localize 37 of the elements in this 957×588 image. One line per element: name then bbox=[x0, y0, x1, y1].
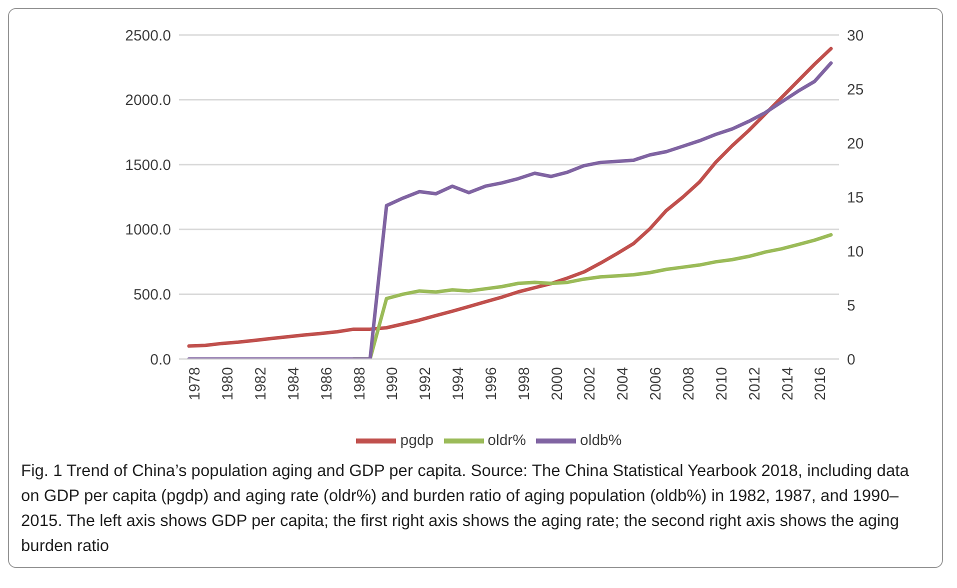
x-tick-label: 1980 bbox=[220, 367, 237, 400]
x-tick-label: 1990 bbox=[384, 367, 402, 400]
y-tick-label: 2500.0 bbox=[125, 27, 171, 44]
y2-tick-label: 15 bbox=[847, 189, 864, 206]
caption: Fig. 1 Trend of China’s population aging and GDP per capita. Source: The China Statistical Yearbook 2018, including data on GDP per capita (pgdp) and aging rate (oldr%) and burden ratio of aging population (oldb%) in 1982, 1987, and 1990–2015. The left axis shows GDP per capita; the first right axis shows the aging rate; the second right axis shows the aging burden ratio bbox=[21, 461, 910, 557]
x-tick-label: 2006 bbox=[648, 367, 665, 400]
y-tick-label: 2000.0 bbox=[125, 92, 171, 110]
y2-tick-label: 10 bbox=[847, 243, 864, 260]
x-tick-label: 2010 bbox=[713, 367, 730, 400]
y-tick-label: 1000.0 bbox=[125, 222, 171, 239]
legend-label: oldr% bbox=[488, 432, 526, 449]
x-tick-label: 1984 bbox=[285, 367, 302, 400]
y2-tick-label: 0 bbox=[847, 351, 856, 368]
y-tick-label: 500.0 bbox=[133, 286, 171, 304]
x-tick-label: 2002 bbox=[582, 367, 599, 400]
x-tick-label: 2016 bbox=[812, 367, 830, 400]
x-tick-label: 1978 bbox=[186, 367, 204, 400]
x-tick-label: 2012 bbox=[746, 367, 764, 400]
y2-tick-label: 30 bbox=[847, 27, 864, 44]
x-tick-label: 1992 bbox=[417, 367, 434, 400]
y2-tick-label: 25 bbox=[847, 81, 864, 98]
legend-label: oldb% bbox=[580, 432, 622, 449]
x-tick-label: 2008 bbox=[680, 367, 698, 400]
y-tick-label: 0.0 bbox=[150, 351, 171, 368]
y2-tick-label: 5 bbox=[847, 297, 856, 314]
y2-tick-label: 20 bbox=[847, 135, 864, 152]
x-tick-label: 1988 bbox=[351, 367, 368, 400]
x-tick-label: 2000 bbox=[548, 367, 566, 400]
x-tick-label: 1982 bbox=[252, 367, 270, 400]
x-tick-label: 1996 bbox=[482, 367, 500, 400]
x-tick-label: 1986 bbox=[318, 367, 336, 400]
x-tick-label: 2004 bbox=[614, 367, 632, 400]
x-tick-label: 1994 bbox=[450, 367, 468, 400]
x-tick-label: 2014 bbox=[779, 367, 796, 400]
legend-label: pgdp bbox=[400, 432, 434, 449]
y-tick-label: 1500.0 bbox=[125, 156, 171, 174]
x-tick-label: 1998 bbox=[516, 367, 533, 400]
